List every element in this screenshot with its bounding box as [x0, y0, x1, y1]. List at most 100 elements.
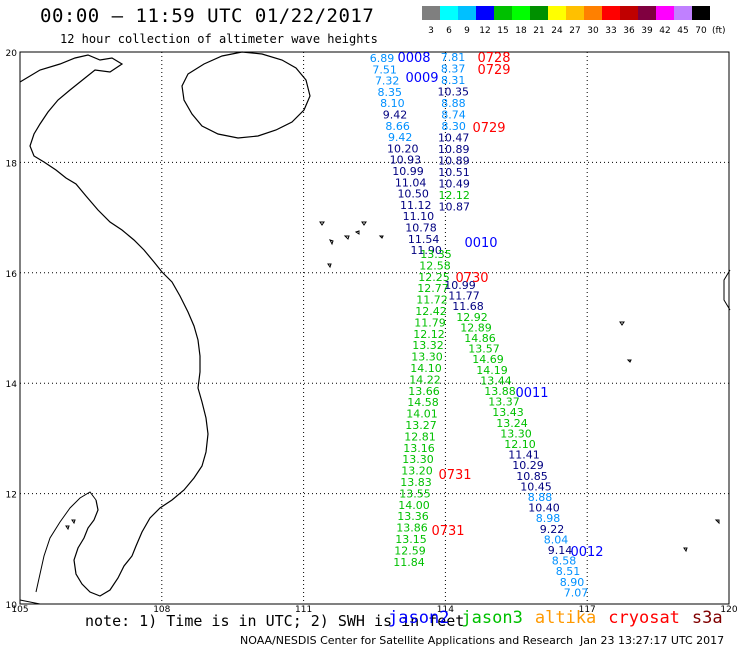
colorbar-swatch — [584, 6, 602, 20]
wave-height-value: 12.25 — [418, 271, 450, 284]
colorbar-swatch — [566, 6, 584, 20]
credit-line: NOAA/NESDIS Center for Satellite Applica… — [240, 634, 574, 647]
wave-height-value: 10.20 — [387, 142, 419, 155]
wave-height-value: 8.04 — [544, 533, 569, 546]
colorbar-tick: 30 — [587, 26, 599, 36]
wave-height-value: 7.51 — [372, 63, 397, 76]
legend-jason3: jason3 — [461, 608, 523, 628]
wave-height-value: 10.87 — [439, 201, 471, 214]
latitude-label: 10 — [6, 601, 18, 611]
colorbar-swatch — [692, 6, 710, 20]
vietnam-inland-coast — [19, 491, 97, 605]
pass-time-label: 0010 — [464, 236, 497, 251]
wave-height-value: 10.29 — [512, 459, 544, 472]
page-title: 00:00 – 11:59 UTC 01/22/2017 — [40, 5, 375, 27]
colorbar-legend: 3 6 9 12 15 18 21 24 27 30 33 36 39 42 45 70 (ft) — [422, 6, 726, 36]
wave-height-value: 8.31 — [441, 74, 466, 87]
colorbar-tick: 45 — [677, 26, 688, 36]
wave-height-value: 13.66 — [408, 385, 440, 398]
colorbar-tick: 36 — [623, 26, 635, 36]
wave-height-value: 7.07 — [564, 586, 589, 599]
wave-height-value: 14.10 — [410, 362, 442, 375]
colorbar-swatch — [458, 6, 476, 20]
wave-height-value: 6.89 — [370, 52, 395, 65]
longitude-label: 117 — [579, 605, 596, 615]
longitude-label: 105 — [11, 605, 28, 615]
wave-height-value: 14.01 — [406, 408, 438, 421]
wave-height-value: 10.47 — [438, 132, 470, 145]
wave-height-value: 13.27 — [405, 419, 437, 432]
wave-height-value: 13.55 — [399, 487, 431, 500]
wave-height-value: 12.12 — [438, 189, 470, 202]
wave-height-value: 11.41 — [508, 449, 540, 462]
wave-height-value: 9.42 — [383, 109, 408, 122]
wave-height-value: 8.58 — [552, 555, 577, 568]
colorbar-tick: 3 — [428, 26, 434, 36]
latitude-label: 14 — [6, 380, 18, 390]
pass-time-label: 0008 — [397, 51, 430, 66]
wave-height-value: 10.89 — [438, 143, 470, 156]
wave-height-value: 11.10 — [403, 210, 435, 223]
wave-height-value: 12.89 — [460, 321, 492, 334]
colorbar-swatch — [548, 6, 566, 20]
wave-height-value: 8.90 — [560, 576, 585, 589]
colorbar-tick: 24 — [551, 26, 563, 36]
altimeter-tracks: 6.897.517.328.358.109.428.669.4210.2010.… — [370, 51, 589, 599]
colorbar-tick: 18 — [515, 26, 527, 36]
wave-height-value: 13.30 — [500, 427, 532, 440]
wave-height-value: 10.89 — [438, 155, 470, 168]
wave-height-value: 13.36 — [397, 510, 429, 523]
wave-height-value: 8.10 — [380, 97, 405, 110]
wave-height-value: 11.72 — [416, 294, 448, 307]
colorbar-tick: 42 — [659, 26, 670, 36]
satellite-legend: jason2 jason3 altika cryosat s3a — [388, 608, 735, 628]
wave-height-value: 7.81 — [441, 51, 466, 64]
wave-height-value: 12.42 — [415, 305, 447, 318]
colorbar-swatch — [620, 6, 638, 20]
wave-height-value: 14.86 — [464, 332, 496, 345]
colorbar-swatch — [638, 6, 656, 20]
colorbar-tick: 12 — [479, 26, 490, 36]
wave-height-value: 13.20 — [401, 465, 433, 478]
colorbar-tick: 9 — [464, 26, 470, 36]
wave-height-value: 10.51 — [438, 166, 470, 179]
wave-height-value: 11.90 — [410, 244, 442, 257]
longitude-label: 108 — [153, 605, 170, 615]
wave-height-value: 14.58 — [407, 396, 439, 409]
pass-time-label: 0011 — [515, 386, 548, 401]
wave-height-value: 12.59 — [394, 544, 426, 557]
wave-height-value: 12.92 — [456, 311, 488, 324]
wave-height-value: 10.99 — [392, 165, 424, 178]
colorbar-tick: 39 — [641, 26, 653, 36]
wave-height-value: 8.88 — [528, 491, 553, 504]
colorbar-tick: 21 — [533, 26, 544, 36]
wave-height-value: 8.30 — [441, 120, 466, 133]
page-subtitle: 12 hour collection of altimeter wave hei… — [60, 32, 378, 46]
latitude-label: 12 — [6, 491, 17, 501]
pass-time-label: 0731 — [438, 468, 471, 483]
longitude-label: 114 — [437, 605, 454, 615]
colorbar-swatch — [674, 6, 692, 20]
colorbar-tick: 6 — [446, 26, 452, 36]
colorbar-swatch — [422, 6, 440, 20]
wave-height-value: 13.15 — [395, 533, 427, 546]
wave-height-value: 9.22 — [540, 523, 565, 536]
wave-height-value: 13.32 — [412, 339, 444, 352]
pass-time-label: 0730 — [455, 271, 488, 286]
axis-labels: 105 108 111 114 117 120 20 18 16 14 12 10 — [6, 49, 738, 615]
pass-time-label: 0009 — [405, 71, 438, 86]
wave-height-value: 11.68 — [452, 300, 484, 313]
wave-height-value: 13.24 — [496, 417, 528, 430]
wave-height-value: 10.50 — [397, 188, 429, 201]
pass-time-label: 0729 — [472, 121, 505, 136]
colorbar-tick: 70 — [695, 26, 707, 36]
wave-height-value: 12.81 — [404, 430, 436, 443]
wave-height-value: 10.40 — [528, 502, 560, 515]
wave-height-value: 13.44 — [480, 374, 512, 387]
wave-height-value: 14.00 — [398, 499, 430, 512]
legend-altika: altika — [534, 608, 597, 628]
longitude-label: 120 — [720, 605, 737, 615]
hainan-island — [181, 51, 311, 139]
pass-time-label: 0012 — [570, 545, 603, 560]
wave-height-value: 14.69 — [472, 353, 504, 366]
